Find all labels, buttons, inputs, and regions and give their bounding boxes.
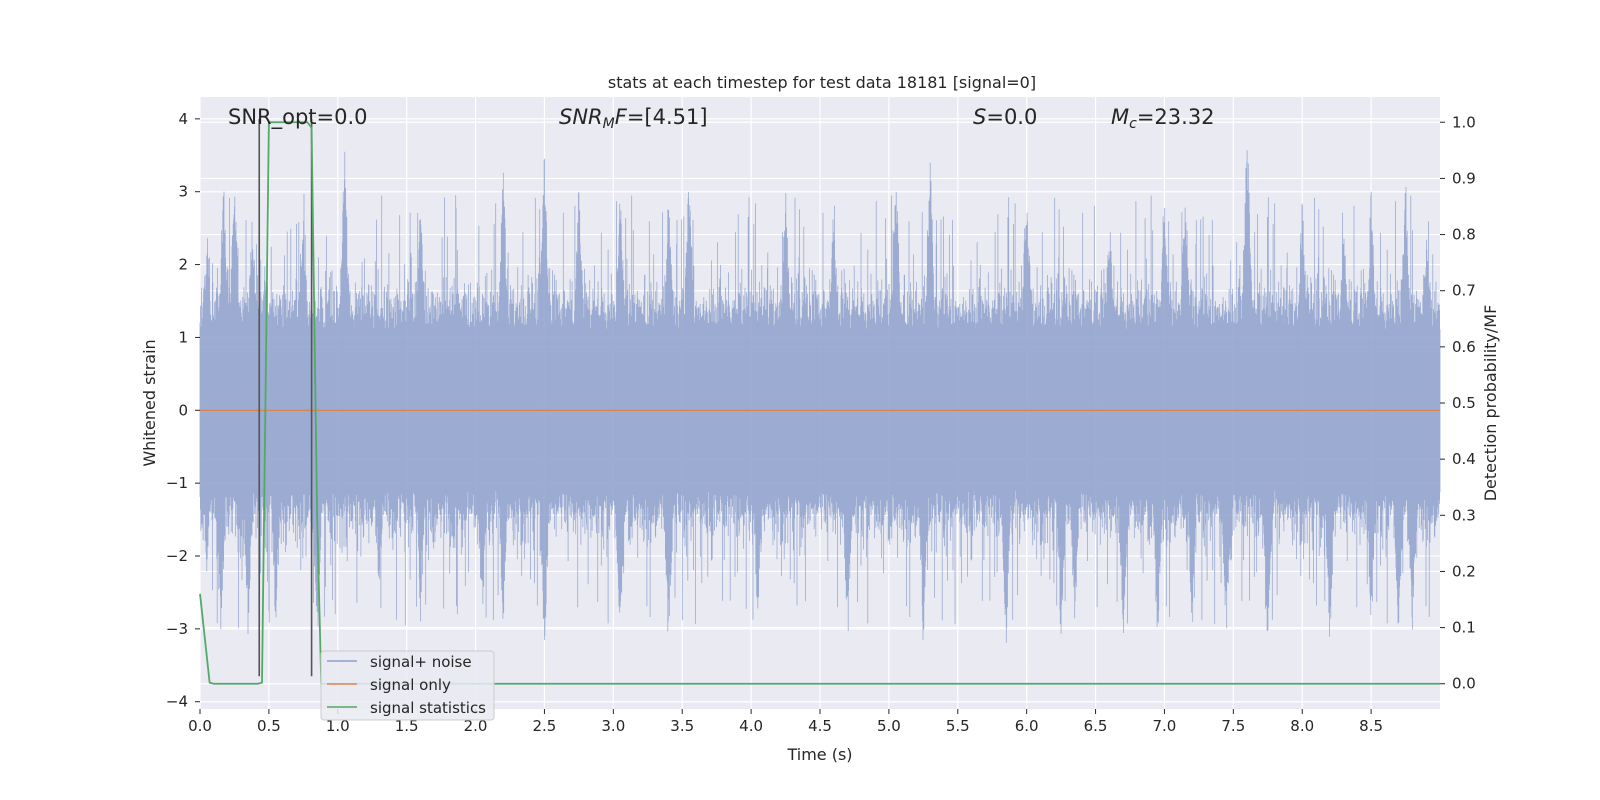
axis-ticks: 0.0 0.5 1.0 1.5 2.0 2.5 3.0 3.5 4.0 4.5 5.0 5.5 6.0 6… bbox=[166, 110, 1476, 735]
x-tick-label-12: 6.0 bbox=[1015, 717, 1039, 735]
legend-label-signal-plus-noise: signal+ noise bbox=[370, 653, 472, 671]
y-axis-label: Whitened strain bbox=[140, 339, 159, 466]
y-tick-label-2: −2 bbox=[166, 547, 188, 565]
annotation-snr-mf: SNRMF=[4.51] bbox=[559, 105, 708, 132]
x-tick-label-9: 4.5 bbox=[808, 717, 832, 735]
y-tick-label-6: 2 bbox=[178, 256, 188, 274]
annotations: SNR_opt=0.0 SNRMF=[4.51] S=0.0 Mc=23.32 bbox=[228, 105, 1215, 132]
y2-tick-label-1: 0.1 bbox=[1452, 619, 1476, 637]
y2-tick-label-0: 0.0 bbox=[1452, 675, 1476, 693]
annotation-snr-opt: SNR_opt=0.0 bbox=[228, 105, 368, 130]
y-tick-label-4: 0 bbox=[178, 401, 188, 419]
legend-box bbox=[320, 650, 495, 721]
x-tick-label-3: 1.5 bbox=[395, 717, 419, 735]
legend-label-signal-statistics: signal statistics bbox=[370, 699, 486, 717]
x-tick-label-11: 5.5 bbox=[946, 717, 970, 735]
x-tick-label-1: 0.5 bbox=[257, 717, 281, 735]
annotation-mc-value: Mc=23.32 bbox=[1111, 105, 1215, 132]
x-tick-label-16: 8.0 bbox=[1290, 717, 1314, 735]
legend-label-signal-only: signal only bbox=[370, 676, 451, 694]
x-tick-label-7: 3.5 bbox=[670, 717, 694, 735]
annotation-s-value: S=0.0 bbox=[973, 105, 1037, 129]
x-tick-label-14: 7.0 bbox=[1153, 717, 1177, 735]
y2-tick-label-10: 1.0 bbox=[1452, 113, 1476, 131]
y2-tick-label-4: 0.4 bbox=[1452, 450, 1476, 468]
x-tick-label-15: 7.5 bbox=[1221, 717, 1245, 735]
x-tick-label-8: 4.0 bbox=[739, 717, 763, 735]
y2-tick-label-7: 0.7 bbox=[1452, 282, 1476, 300]
y2-tick-label-5: 0.5 bbox=[1452, 394, 1476, 412]
x-axis-label: Time (s) bbox=[786, 745, 852, 764]
y-tick-label-1: −3 bbox=[166, 620, 188, 638]
y2-tick-label-8: 0.8 bbox=[1452, 226, 1476, 244]
chart-title: stats at each timestep for test data 181… bbox=[608, 73, 1036, 92]
y2-tick-label-9: 0.9 bbox=[1452, 169, 1476, 187]
y-tick-label-3: −1 bbox=[166, 474, 188, 492]
y-tick-label-8: 4 bbox=[178, 110, 188, 128]
x-tick-label-0: 0.0 bbox=[188, 717, 212, 735]
x-tick-label-5: 2.5 bbox=[533, 717, 557, 735]
x-tick-label-2: 1.0 bbox=[326, 717, 350, 735]
x-tick-label-13: 6.5 bbox=[1084, 717, 1108, 735]
y-tick-label-5: 1 bbox=[178, 328, 188, 346]
x-tick-label-17: 8.5 bbox=[1359, 717, 1383, 735]
x-tick-label-6: 3.0 bbox=[601, 717, 625, 735]
x-tick-label-4: 2.0 bbox=[464, 717, 488, 735]
x-tick-label-10: 5.0 bbox=[877, 717, 901, 735]
y-tick-label-0: −4 bbox=[166, 693, 188, 711]
vertical-markers bbox=[258, 118, 313, 677]
y2-axis-label: Detection probability/MF bbox=[1481, 305, 1500, 502]
y2-tick-label-2: 0.2 bbox=[1452, 562, 1476, 580]
legend: signal+ noise signal only signal statist… bbox=[320, 650, 495, 721]
y2-tick-label-3: 0.3 bbox=[1452, 506, 1476, 524]
y2-tick-label-6: 0.6 bbox=[1452, 338, 1476, 356]
y-tick-label-7: 3 bbox=[178, 183, 188, 201]
